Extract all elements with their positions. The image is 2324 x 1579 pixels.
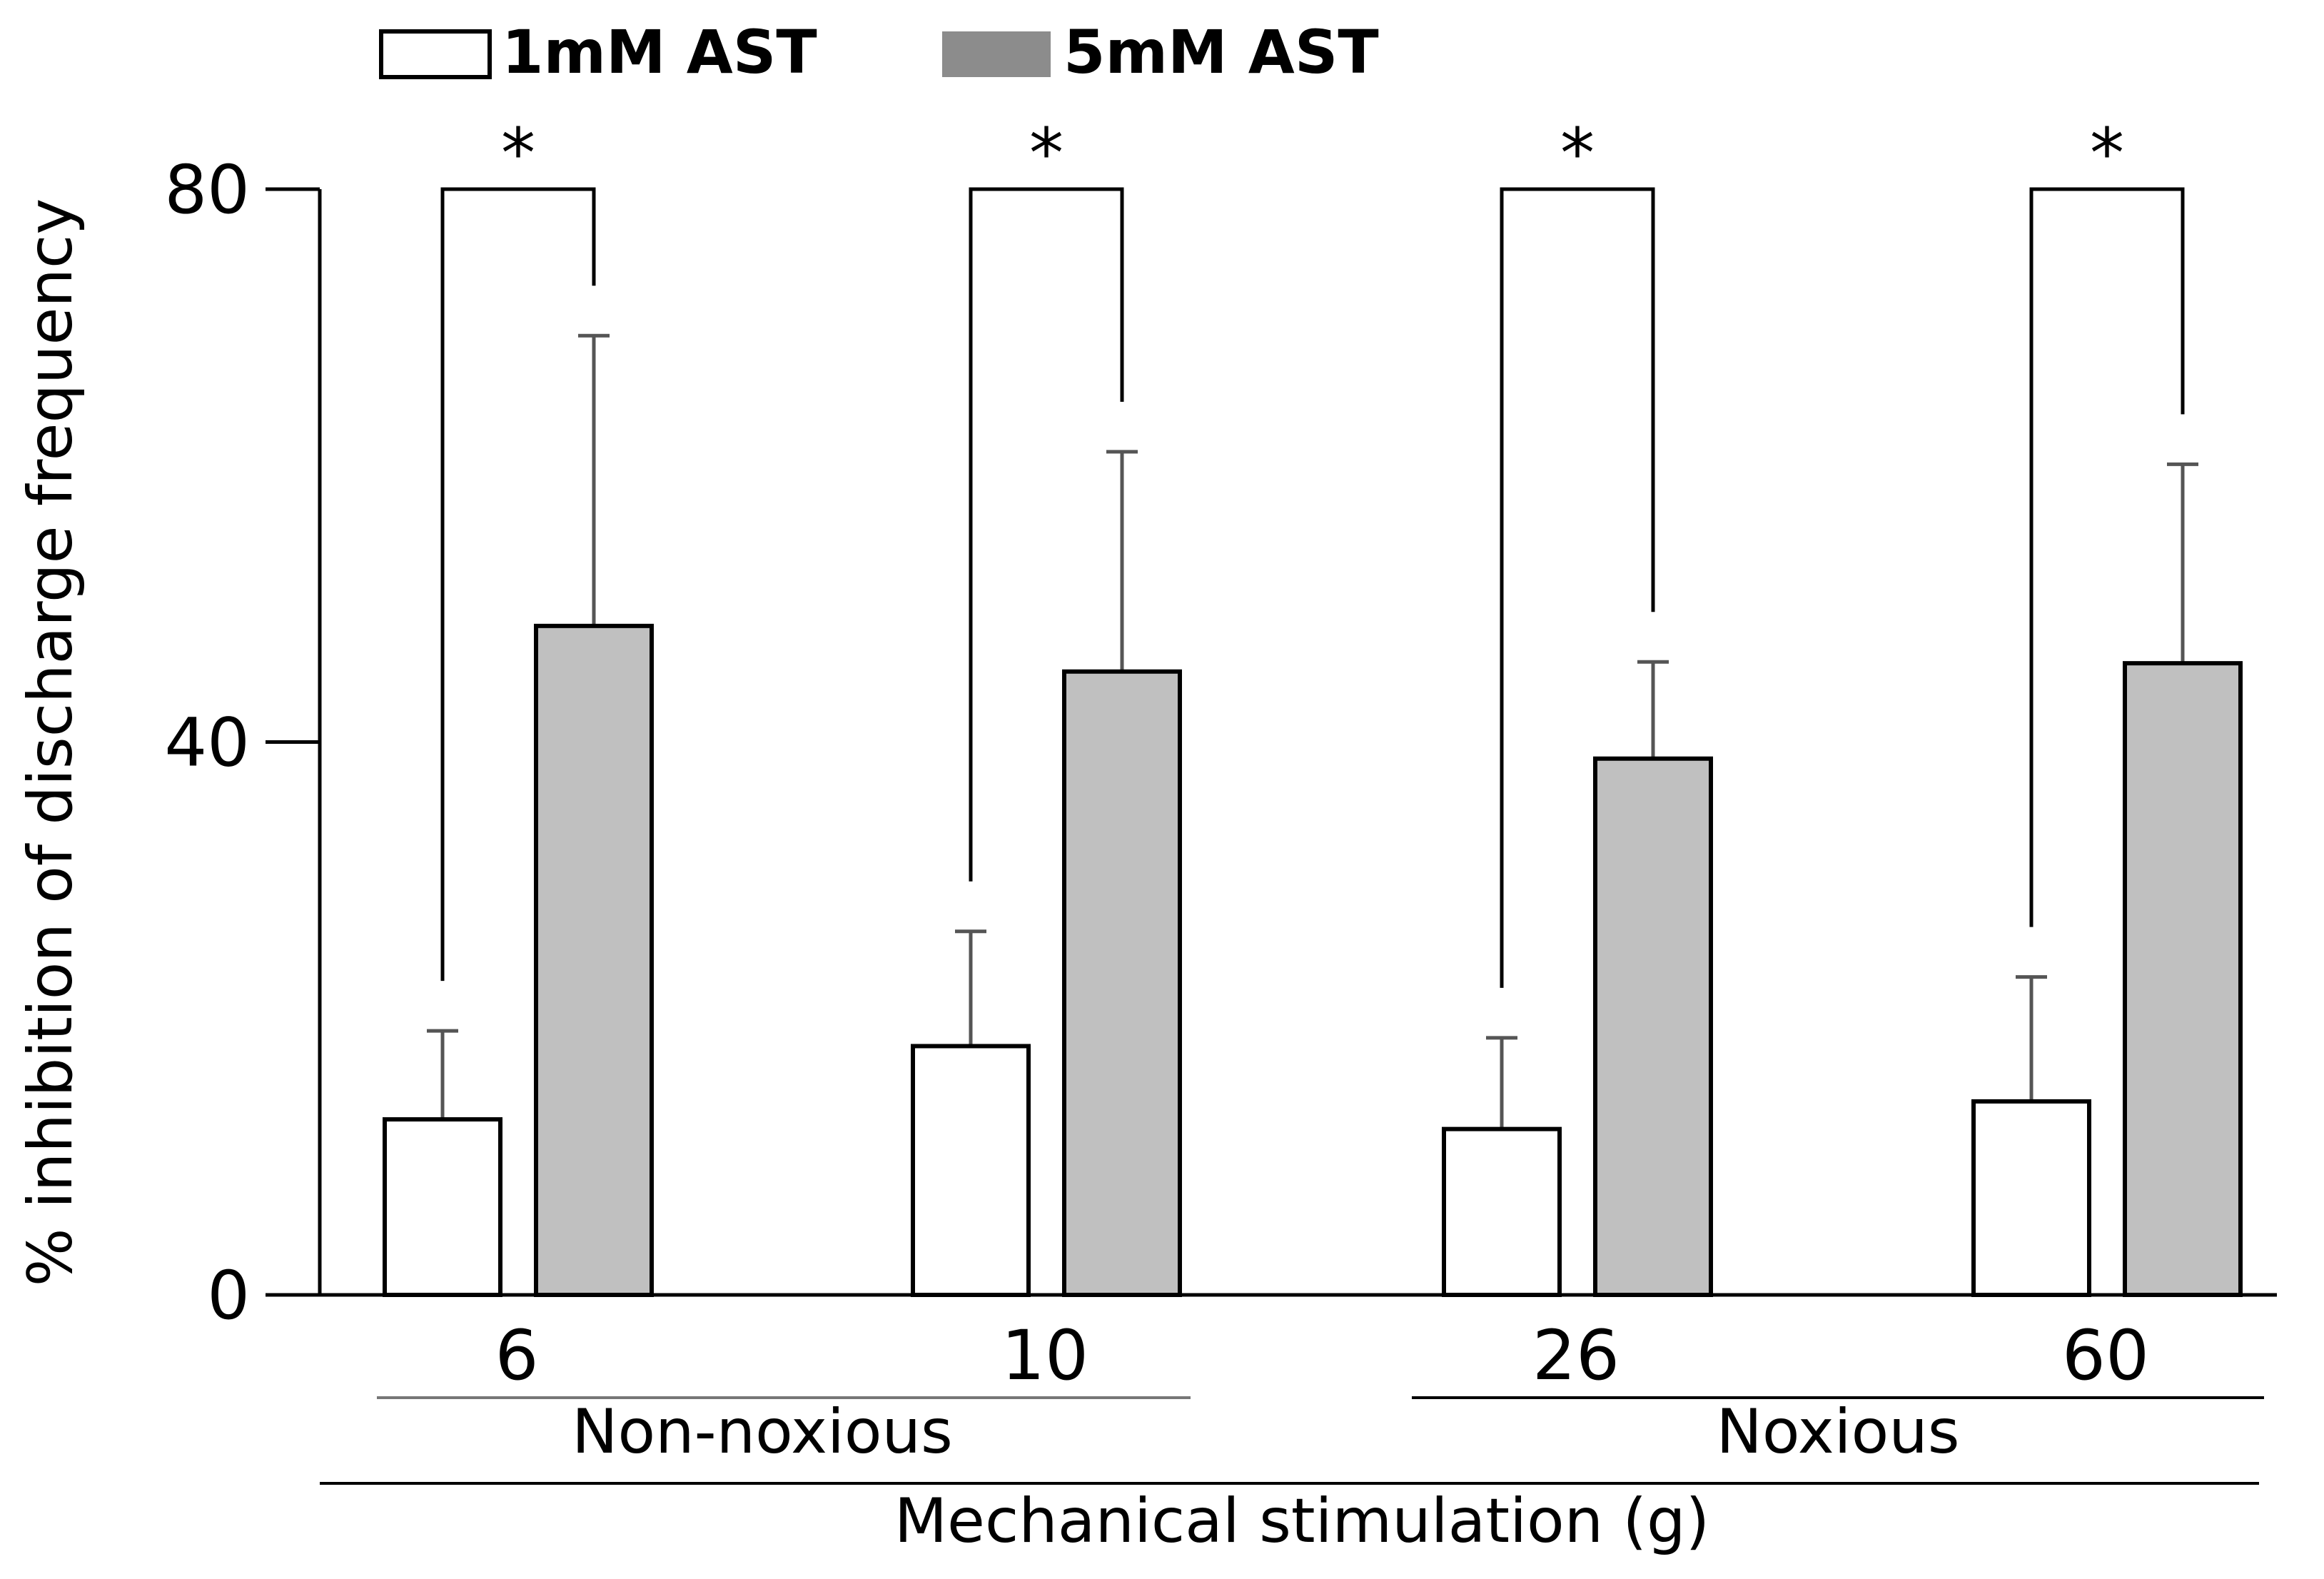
bar-1mm-ast-6	[383, 1117, 502, 1297]
bar-5mm-ast-6	[534, 623, 654, 1297]
x-category-label: 6	[495, 1316, 538, 1396]
significance-star: *	[1029, 113, 1064, 193]
group-label-noxious: Noxious	[1716, 1396, 1959, 1468]
significance-brackets: * * * *	[440, 113, 2185, 988]
y-axis-title: % inhibition of discharge frequency	[15, 198, 86, 1286]
y-tick-label: 0	[207, 1257, 250, 1335]
category-labels: 6 10 26 60	[495, 1316, 2149, 1396]
legend-label-5mm: 5mM AST	[1064, 17, 1379, 87]
x-category-label: 26	[1532, 1316, 1620, 1396]
y-tick-label: 40	[164, 705, 250, 782]
significance-bracket	[969, 187, 1124, 882]
bars	[383, 333, 2243, 1298]
significance-star: *	[2090, 113, 2124, 193]
legend-swatch-1mm	[379, 29, 492, 79]
legend-swatch-5mm	[942, 31, 1051, 77]
significance-star: *	[501, 113, 535, 193]
legend: 1mM AST 5mM AST	[379, 17, 1379, 87]
bar-5mm-ast-10	[1062, 669, 1182, 1297]
x-axis-title: Mechanical stimulation (g)	[894, 1485, 1709, 1557]
significance-bracket	[2029, 187, 2185, 927]
significance-star: *	[1560, 113, 1595, 193]
group-label-non-noxious: Non-noxious	[572, 1396, 953, 1468]
bar-1mm-ast-10	[911, 1044, 1031, 1297]
significance-bracket	[1500, 187, 1655, 988]
bar-1mm-ast-26	[1442, 1126, 1562, 1298]
legend-label-1mm: 1mM AST	[502, 17, 817, 87]
bar-1mm-ast-60	[1971, 1099, 2091, 1298]
significance-bracket	[440, 187, 596, 982]
bar-5mm-ast-60	[2123, 661, 2243, 1297]
y-tick-label: 80	[164, 151, 250, 229]
x-category-label: 10	[1001, 1316, 1088, 1396]
y-ticks: 0 40 80	[164, 151, 320, 1335]
x-category-label: 60	[2062, 1316, 2149, 1396]
bar-5mm-ast-26	[1593, 756, 1713, 1297]
